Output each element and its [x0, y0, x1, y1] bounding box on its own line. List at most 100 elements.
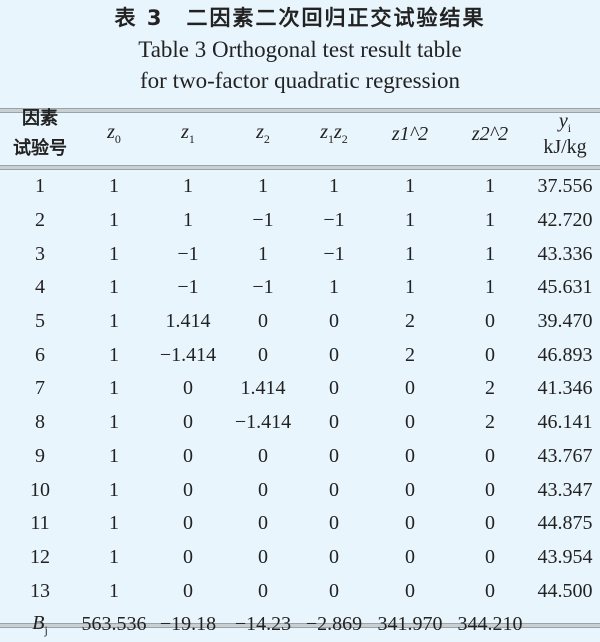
table-cell: 43.767	[537, 444, 593, 467]
table-cell: 0	[329, 512, 339, 535]
top-rule	[0, 108, 600, 113]
bj-row: Bj 563.536 −19.18 −14.23 −2.869 341.970 344.21…	[0, 608, 600, 642]
table-cell: −1	[177, 276, 199, 299]
table-cell: 3	[35, 242, 45, 265]
table-cell: 1	[109, 209, 119, 232]
table-cell: 13	[30, 579, 50, 602]
header-z1: z1	[181, 121, 195, 146]
table-cell: 10	[30, 478, 50, 501]
table-cell: 43.954	[537, 545, 593, 568]
table-cell: −1	[323, 209, 345, 232]
bj-cell: 563.536	[81, 613, 147, 636]
table-cell: 1	[109, 175, 119, 198]
table-cell: 0	[183, 512, 193, 535]
table-cell: 1	[109, 512, 119, 535]
table-cell: 1	[109, 310, 119, 333]
table-cell: 43.347	[537, 478, 593, 501]
table-cell: 0	[485, 444, 495, 467]
table-cell: 0	[485, 545, 495, 568]
table-cell: 0	[329, 377, 339, 400]
header-factor-line2: 试验号	[13, 138, 67, 159]
header-factor: 因素 试验号	[0, 104, 80, 164]
header-z0: z0	[107, 121, 121, 146]
table-cell: 7	[35, 377, 45, 400]
table-cell: −1	[323, 242, 345, 265]
table-row: 9 1 0 0 0 0 0 43.767	[0, 440, 600, 474]
table-cell: 43.336	[537, 242, 593, 265]
table-cell: −1	[252, 209, 274, 232]
table-cell: 1	[485, 276, 495, 299]
table-cell: 2	[405, 310, 415, 333]
table-cell: 0	[258, 512, 268, 535]
table-cell: 1.414	[165, 310, 211, 333]
table-cell: 1	[485, 209, 495, 232]
header-factor-line1: 因素	[22, 108, 58, 129]
table-cell: 0	[329, 411, 339, 434]
header-rule	[0, 165, 600, 170]
table-cell: 1	[109, 343, 119, 366]
table-cell: 0	[258, 478, 268, 501]
bj-cell: −14.23	[234, 613, 292, 636]
table-cell: 9	[35, 444, 45, 467]
table-cell: 0	[183, 545, 193, 568]
table-cell: 0	[329, 343, 339, 366]
table-cell: 0	[405, 377, 415, 400]
table-row: 5 1 1.414 0 0 2 0 39.470	[0, 305, 600, 339]
table-cell: 46.893	[537, 343, 593, 366]
table-cell: 11	[30, 512, 50, 535]
bj-label: Bj	[32, 611, 48, 637]
table-cell: 41.346	[537, 377, 593, 400]
table-title-en: Table 3 Orthogonal test result table for…	[138, 37, 462, 93]
table-cell: 2	[485, 411, 495, 434]
table-cell: 0	[405, 444, 415, 467]
table-cell: 1	[405, 276, 415, 299]
table-cell: 37.556	[537, 175, 593, 198]
table-cell: 0	[485, 343, 495, 366]
table-cell: 0	[258, 579, 268, 602]
header-y-unit: kJ/kg	[543, 135, 587, 158]
table-cell: 1	[329, 175, 339, 198]
table-cell: 1	[109, 478, 119, 501]
table-cell: 8	[35, 411, 45, 434]
table-row: 6 1 −1.414 0 0 2 0 46.893	[0, 338, 600, 372]
table-row: 1 1 1 1 1 1 1 37.556	[0, 164, 600, 204]
table-row: 2 1 1 −1 −1 1 1 42.720	[0, 204, 600, 238]
table-row: 10 1 0 0 0 0 0 43.347	[0, 473, 600, 507]
table-cell: 0	[405, 411, 415, 434]
table-cell: 0	[405, 478, 415, 501]
bottom-rule	[0, 623, 600, 628]
table-cell: 0	[329, 310, 339, 333]
table-title-cn: 表 3 二因素二次回归正交试验结果	[114, 6, 486, 30]
table-cell: 0	[258, 545, 268, 568]
table-cell: 0	[329, 444, 339, 467]
table-cell: 46.141	[537, 411, 593, 434]
table-cell: 1	[405, 175, 415, 198]
table-cell: 1	[109, 444, 119, 467]
table-cell: 0	[329, 545, 339, 568]
table-cell: 1	[183, 175, 193, 198]
header-z1z2: z1z2	[320, 121, 348, 146]
table-cell: 1.414	[240, 377, 286, 400]
table-cell: 0	[485, 512, 495, 535]
table-cell: −1.414	[159, 343, 217, 366]
table-cell: 1	[35, 175, 45, 198]
table-cell: 44.500	[537, 579, 593, 602]
table-cell: 1	[183, 209, 193, 232]
table-cell: 1	[109, 545, 119, 568]
table-cell: 45.631	[537, 276, 593, 299]
table-cell: 0	[183, 579, 193, 602]
table-cell: 1	[405, 209, 415, 232]
table-cell: 0	[183, 444, 193, 467]
table-cell: 1	[405, 242, 415, 265]
table-cell: 6	[35, 343, 45, 366]
table-cell: 0	[329, 579, 339, 602]
table-row: 7 1 0 1.414 0 0 2 41.346	[0, 372, 600, 406]
table-cell: 1	[258, 242, 268, 265]
table-cell: −1	[177, 242, 199, 265]
table-cell: 2	[35, 209, 45, 232]
table-cell: 0	[183, 478, 193, 501]
table-cell: −1.414	[234, 411, 292, 434]
header-y: yi kJ/kg	[530, 104, 600, 164]
bj-cell: 341.970	[377, 613, 443, 636]
bj-cell	[530, 608, 600, 642]
